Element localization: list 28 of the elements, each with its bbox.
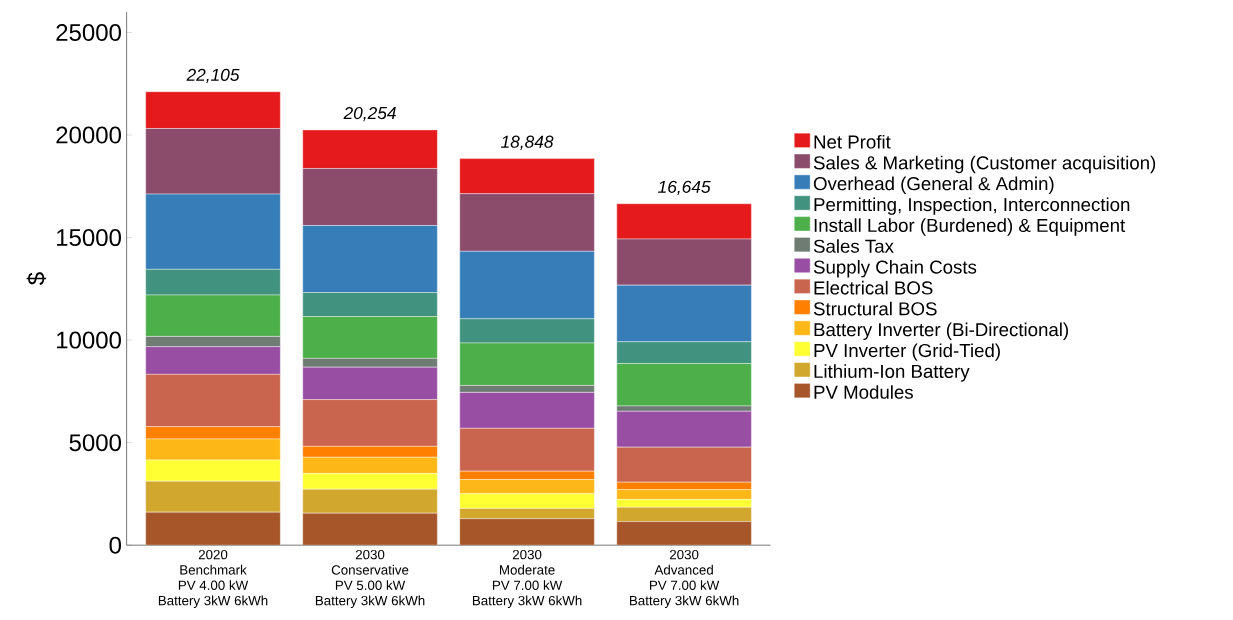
- total-label: 22,105: [186, 68, 240, 84]
- legend-label: PV Modules: [814, 385, 913, 399]
- legend-label: Overhead (General & Admin): [813, 176, 1054, 195]
- legend-label: Net Profit: [814, 134, 891, 149]
- legend-label: Install Labor (Burdened) & Equipment: [814, 218, 1126, 236]
- legend-label: Structural BOS: [813, 301, 937, 316]
- y-tick-label: 25000: [56, 24, 121, 42]
- total-label: 16,645: [658, 180, 711, 196]
- y-tick-label: 15000: [57, 229, 121, 247]
- x-tick-label: 2020 Benchmark PV 4.00 kW Battery 3kW 6kWh: [158, 549, 268, 609]
- y-tick-label: 0: [109, 536, 121, 554]
- total-label: 18,848: [501, 135, 554, 150]
- legend-label: Sales & Marketing (Customer acquisition): [813, 155, 1156, 174]
- legend-label: Electrical BOS: [814, 280, 933, 295]
- y-tick-label: 20000: [56, 126, 121, 144]
- x-tick-label: 2030 Conservative PV 5.00 kW Battery 3kW 6kWh: [315, 549, 425, 609]
- x-tick-label: 2030 Moderate PV 7.00 kW Battery 3kW 6kWh: [472, 549, 582, 609]
- legend-label: Supply Chain Costs: [813, 260, 977, 278]
- legend-label: Battery Inverter (Bi-Directional): [814, 322, 1068, 341]
- legend-label: Lithium-Ion Battery: [814, 364, 970, 382]
- y-tick-label: 10000: [57, 331, 121, 349]
- total-label: 20,254: [343, 106, 396, 122]
- legend-label: Permitting, Inspection, Interconnection: [814, 197, 1130, 215]
- legend-label: PV Inverter (Grid-Tied): [814, 343, 1000, 361]
- x-tick-label: 2030 Advanced PV 7.00 kW Battery 3kW 6kWh: [630, 549, 739, 609]
- y-tick-label: 5000: [69, 434, 121, 452]
- legend-label: Sales Tax: [813, 239, 894, 253]
- y-axis-title: $: [26, 272, 47, 286]
